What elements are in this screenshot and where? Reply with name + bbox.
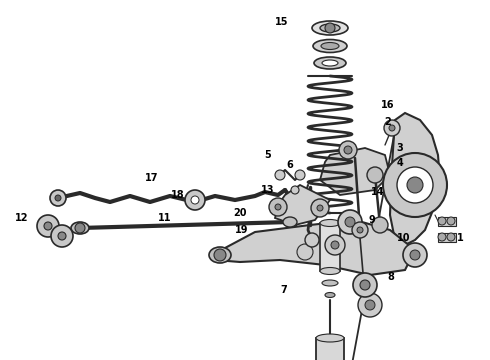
Ellipse shape bbox=[283, 217, 297, 227]
Circle shape bbox=[325, 23, 335, 33]
Text: 10: 10 bbox=[397, 233, 411, 243]
Text: 5: 5 bbox=[265, 150, 271, 160]
Circle shape bbox=[447, 217, 455, 225]
Ellipse shape bbox=[320, 220, 340, 226]
Ellipse shape bbox=[321, 42, 339, 49]
Text: 20: 20 bbox=[233, 208, 247, 218]
Text: 4: 4 bbox=[396, 158, 403, 168]
Circle shape bbox=[191, 196, 199, 204]
Ellipse shape bbox=[322, 280, 338, 286]
Text: 14: 14 bbox=[371, 187, 385, 197]
Text: 7: 7 bbox=[281, 285, 287, 295]
Circle shape bbox=[410, 250, 420, 260]
Ellipse shape bbox=[322, 60, 338, 66]
Ellipse shape bbox=[314, 57, 346, 69]
Circle shape bbox=[58, 232, 66, 240]
Circle shape bbox=[269, 198, 287, 216]
Circle shape bbox=[214, 249, 226, 261]
Ellipse shape bbox=[320, 24, 340, 32]
Ellipse shape bbox=[209, 247, 231, 263]
Circle shape bbox=[365, 300, 375, 310]
Text: 19: 19 bbox=[235, 225, 249, 235]
Circle shape bbox=[317, 205, 323, 211]
Circle shape bbox=[295, 170, 305, 180]
Polygon shape bbox=[275, 185, 330, 225]
Polygon shape bbox=[320, 148, 390, 195]
Text: 17: 17 bbox=[145, 173, 159, 183]
Text: 8: 8 bbox=[388, 272, 394, 282]
Circle shape bbox=[360, 280, 370, 290]
Circle shape bbox=[297, 244, 313, 260]
Circle shape bbox=[407, 177, 423, 193]
Circle shape bbox=[37, 215, 59, 237]
Circle shape bbox=[344, 146, 352, 154]
Text: 16: 16 bbox=[381, 100, 395, 110]
Circle shape bbox=[352, 222, 368, 238]
Circle shape bbox=[447, 233, 455, 241]
Text: 15: 15 bbox=[275, 17, 289, 27]
Text: 18: 18 bbox=[171, 190, 185, 200]
Text: 2: 2 bbox=[385, 117, 392, 127]
Circle shape bbox=[372, 217, 388, 233]
Text: 13: 13 bbox=[261, 185, 275, 195]
Circle shape bbox=[325, 235, 345, 255]
Circle shape bbox=[353, 273, 377, 297]
Circle shape bbox=[438, 233, 446, 241]
Circle shape bbox=[357, 227, 363, 233]
Circle shape bbox=[51, 225, 73, 247]
Ellipse shape bbox=[312, 21, 348, 35]
Circle shape bbox=[75, 223, 85, 233]
Circle shape bbox=[389, 125, 395, 131]
Polygon shape bbox=[215, 220, 415, 275]
Polygon shape bbox=[390, 113, 440, 245]
Circle shape bbox=[358, 293, 382, 317]
Circle shape bbox=[403, 243, 427, 267]
Circle shape bbox=[438, 217, 446, 225]
Circle shape bbox=[338, 210, 362, 234]
Ellipse shape bbox=[313, 40, 347, 53]
Ellipse shape bbox=[71, 222, 89, 234]
Ellipse shape bbox=[320, 267, 340, 274]
Ellipse shape bbox=[316, 334, 344, 342]
Circle shape bbox=[397, 167, 433, 203]
Circle shape bbox=[311, 199, 329, 217]
Text: 1: 1 bbox=[457, 233, 464, 243]
Circle shape bbox=[339, 141, 357, 159]
Circle shape bbox=[383, 153, 447, 217]
Bar bbox=[438, 217, 456, 226]
Circle shape bbox=[345, 217, 355, 227]
Circle shape bbox=[384, 120, 400, 136]
Circle shape bbox=[50, 190, 66, 206]
Circle shape bbox=[55, 195, 61, 201]
Ellipse shape bbox=[325, 292, 335, 297]
Circle shape bbox=[275, 170, 285, 180]
Circle shape bbox=[185, 190, 205, 210]
Circle shape bbox=[367, 167, 383, 183]
Text: 6: 6 bbox=[287, 160, 294, 170]
Text: 9: 9 bbox=[368, 215, 375, 225]
Circle shape bbox=[291, 186, 299, 194]
Circle shape bbox=[305, 233, 319, 247]
Text: 3: 3 bbox=[396, 143, 403, 153]
Circle shape bbox=[44, 222, 52, 230]
Bar bbox=[320, 223, 340, 271]
Bar bbox=[316, 338, 344, 360]
Circle shape bbox=[331, 241, 339, 249]
Text: 12: 12 bbox=[15, 213, 29, 223]
Circle shape bbox=[275, 204, 281, 210]
Bar bbox=[438, 233, 456, 242]
Text: 11: 11 bbox=[158, 213, 172, 223]
